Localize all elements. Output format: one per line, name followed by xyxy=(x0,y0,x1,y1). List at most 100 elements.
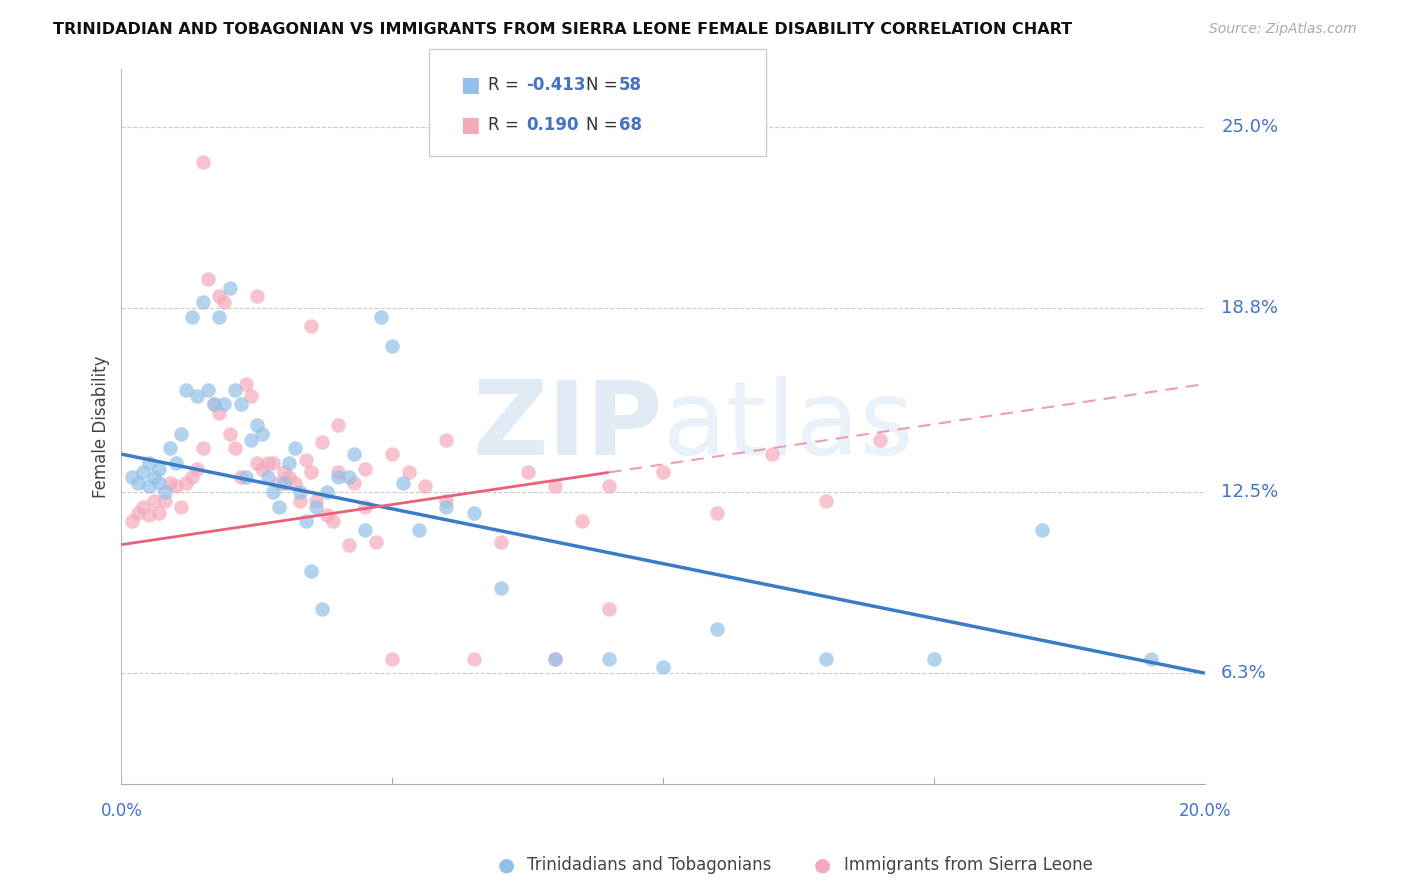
Point xyxy=(343,447,366,461)
Text: N =: N = xyxy=(586,76,623,94)
Point xyxy=(370,310,392,324)
Point xyxy=(706,506,728,520)
Text: Immigrants from Sierra Leone: Immigrants from Sierra Leone xyxy=(844,856,1092,874)
Point xyxy=(153,493,176,508)
Point xyxy=(208,289,231,303)
Point xyxy=(392,476,415,491)
Text: ●: ● xyxy=(814,855,831,875)
Point xyxy=(186,389,208,403)
Point xyxy=(544,651,567,665)
Text: N =: N = xyxy=(586,116,623,134)
Text: ZIP: ZIP xyxy=(472,376,664,477)
Point xyxy=(240,433,263,447)
Point xyxy=(463,651,485,665)
Point xyxy=(381,651,404,665)
Point xyxy=(127,506,149,520)
Point xyxy=(922,651,945,665)
Point xyxy=(489,534,512,549)
Point xyxy=(165,479,187,493)
Point xyxy=(294,514,316,528)
Point xyxy=(337,538,360,552)
Point xyxy=(224,442,246,456)
Point xyxy=(176,476,198,491)
Point xyxy=(159,442,181,456)
Point xyxy=(284,442,307,456)
Point xyxy=(191,442,214,456)
Point xyxy=(571,514,593,528)
Point xyxy=(218,280,240,294)
Point xyxy=(489,582,512,596)
Point xyxy=(290,493,312,508)
Text: ■: ■ xyxy=(460,115,479,135)
Point xyxy=(305,493,328,508)
Point xyxy=(316,485,339,500)
Point xyxy=(246,417,269,432)
Point xyxy=(186,461,208,475)
Point xyxy=(138,479,160,493)
Point xyxy=(202,397,225,411)
Point xyxy=(294,453,316,467)
Point xyxy=(235,470,257,484)
Point xyxy=(127,476,149,491)
Point xyxy=(354,523,377,537)
Point xyxy=(267,476,290,491)
Text: R =: R = xyxy=(488,116,524,134)
Text: 68: 68 xyxy=(619,116,641,134)
Point xyxy=(170,500,193,514)
Point xyxy=(142,470,165,484)
Point xyxy=(273,465,295,479)
Text: 0.0%: 0.0% xyxy=(100,802,142,820)
Point xyxy=(121,470,143,484)
Point xyxy=(229,397,252,411)
Point xyxy=(191,155,214,169)
Point xyxy=(436,500,458,514)
Point xyxy=(191,295,214,310)
Point xyxy=(208,310,231,324)
Point xyxy=(869,433,891,447)
Point xyxy=(170,426,193,441)
Point xyxy=(381,339,404,353)
Point xyxy=(516,465,538,479)
Text: 0.190: 0.190 xyxy=(526,116,578,134)
Point xyxy=(180,470,202,484)
Point xyxy=(267,500,290,514)
Point xyxy=(197,272,219,286)
Point xyxy=(343,476,366,491)
Text: Source: ZipAtlas.com: Source: ZipAtlas.com xyxy=(1209,22,1357,37)
Text: ●: ● xyxy=(498,855,515,875)
Point xyxy=(240,389,263,403)
Point xyxy=(598,651,620,665)
Point xyxy=(311,435,333,450)
Point xyxy=(256,456,278,470)
Point xyxy=(208,406,231,420)
Point xyxy=(326,417,349,432)
Point xyxy=(218,426,240,441)
Point xyxy=(1139,651,1161,665)
Point xyxy=(436,433,458,447)
Point xyxy=(364,534,387,549)
Text: TRINIDADIAN AND TOBAGONIAN VS IMMIGRANTS FROM SIERRA LEONE FEMALE DISABILITY COR: TRINIDADIAN AND TOBAGONIAN VS IMMIGRANTS… xyxy=(53,22,1073,37)
Point xyxy=(153,485,176,500)
Point xyxy=(326,465,349,479)
Point xyxy=(252,461,274,475)
Point xyxy=(652,660,675,674)
Point xyxy=(214,295,236,310)
Point xyxy=(229,470,252,484)
Point xyxy=(544,651,567,665)
Point xyxy=(436,493,458,508)
Point xyxy=(337,470,360,484)
Text: ■: ■ xyxy=(460,75,479,95)
Point xyxy=(214,397,236,411)
Point xyxy=(246,289,269,303)
Text: 12.5%: 12.5% xyxy=(1222,483,1278,501)
Point xyxy=(235,376,257,391)
Point xyxy=(159,476,181,491)
Point xyxy=(316,508,339,523)
Point xyxy=(262,456,284,470)
Y-axis label: Female Disability: Female Disability xyxy=(93,355,110,498)
Point xyxy=(278,456,301,470)
Point xyxy=(761,447,783,461)
Point xyxy=(148,506,170,520)
Point xyxy=(148,476,170,491)
Point xyxy=(1031,523,1053,537)
